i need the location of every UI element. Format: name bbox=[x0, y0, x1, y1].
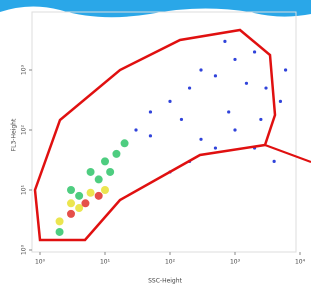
point bbox=[273, 160, 276, 163]
point bbox=[95, 175, 103, 183]
point bbox=[223, 40, 226, 43]
point bbox=[67, 210, 75, 218]
point bbox=[233, 128, 236, 131]
y-axis-label: FL3-Height bbox=[11, 118, 18, 151]
point bbox=[245, 82, 248, 85]
point bbox=[279, 100, 282, 103]
x-tick-label: 10³ bbox=[230, 259, 241, 266]
chart: SSC-Height FL3-Height 10⁰ 10¹ 10² 10³ 10⁴ 10⁰… bbox=[0, 0, 311, 293]
point bbox=[168, 100, 171, 103]
x-tick-label: 10⁴ bbox=[295, 259, 306, 266]
point bbox=[87, 168, 95, 176]
point bbox=[121, 139, 129, 147]
header-wave bbox=[0, 0, 311, 17]
point bbox=[199, 68, 202, 71]
point bbox=[75, 204, 83, 212]
point bbox=[188, 86, 191, 89]
point bbox=[264, 86, 267, 89]
y-tick-label: 10³ bbox=[21, 64, 28, 75]
point bbox=[56, 217, 64, 225]
point bbox=[67, 186, 75, 194]
point bbox=[56, 228, 64, 236]
x-tick-label: 10⁰ bbox=[35, 259, 46, 266]
point bbox=[149, 134, 152, 137]
point bbox=[112, 150, 120, 158]
y-tick-label: 10² bbox=[21, 124, 28, 135]
point bbox=[284, 68, 287, 71]
point bbox=[199, 138, 202, 141]
point bbox=[180, 118, 183, 121]
point bbox=[214, 74, 217, 77]
point bbox=[259, 118, 262, 121]
point bbox=[214, 146, 217, 149]
point bbox=[233, 58, 236, 61]
x-tick-label: 10² bbox=[165, 259, 176, 266]
point bbox=[106, 168, 114, 176]
point bbox=[67, 199, 75, 207]
gate-pointer bbox=[265, 145, 311, 162]
point bbox=[87, 189, 95, 197]
point bbox=[75, 192, 83, 200]
point bbox=[134, 128, 137, 131]
point bbox=[81, 199, 89, 207]
y-tick-label: 10¹ bbox=[21, 184, 28, 195]
y-tick-label: 10⁰ bbox=[21, 244, 28, 255]
x-tick-label: 10¹ bbox=[100, 259, 111, 266]
point bbox=[101, 186, 109, 194]
gate bbox=[35, 30, 275, 240]
point bbox=[95, 192, 103, 200]
point bbox=[101, 157, 109, 165]
point bbox=[227, 110, 230, 113]
point bbox=[149, 110, 152, 113]
x-axis-label: SSC-Height bbox=[148, 278, 182, 285]
point bbox=[253, 50, 256, 53]
